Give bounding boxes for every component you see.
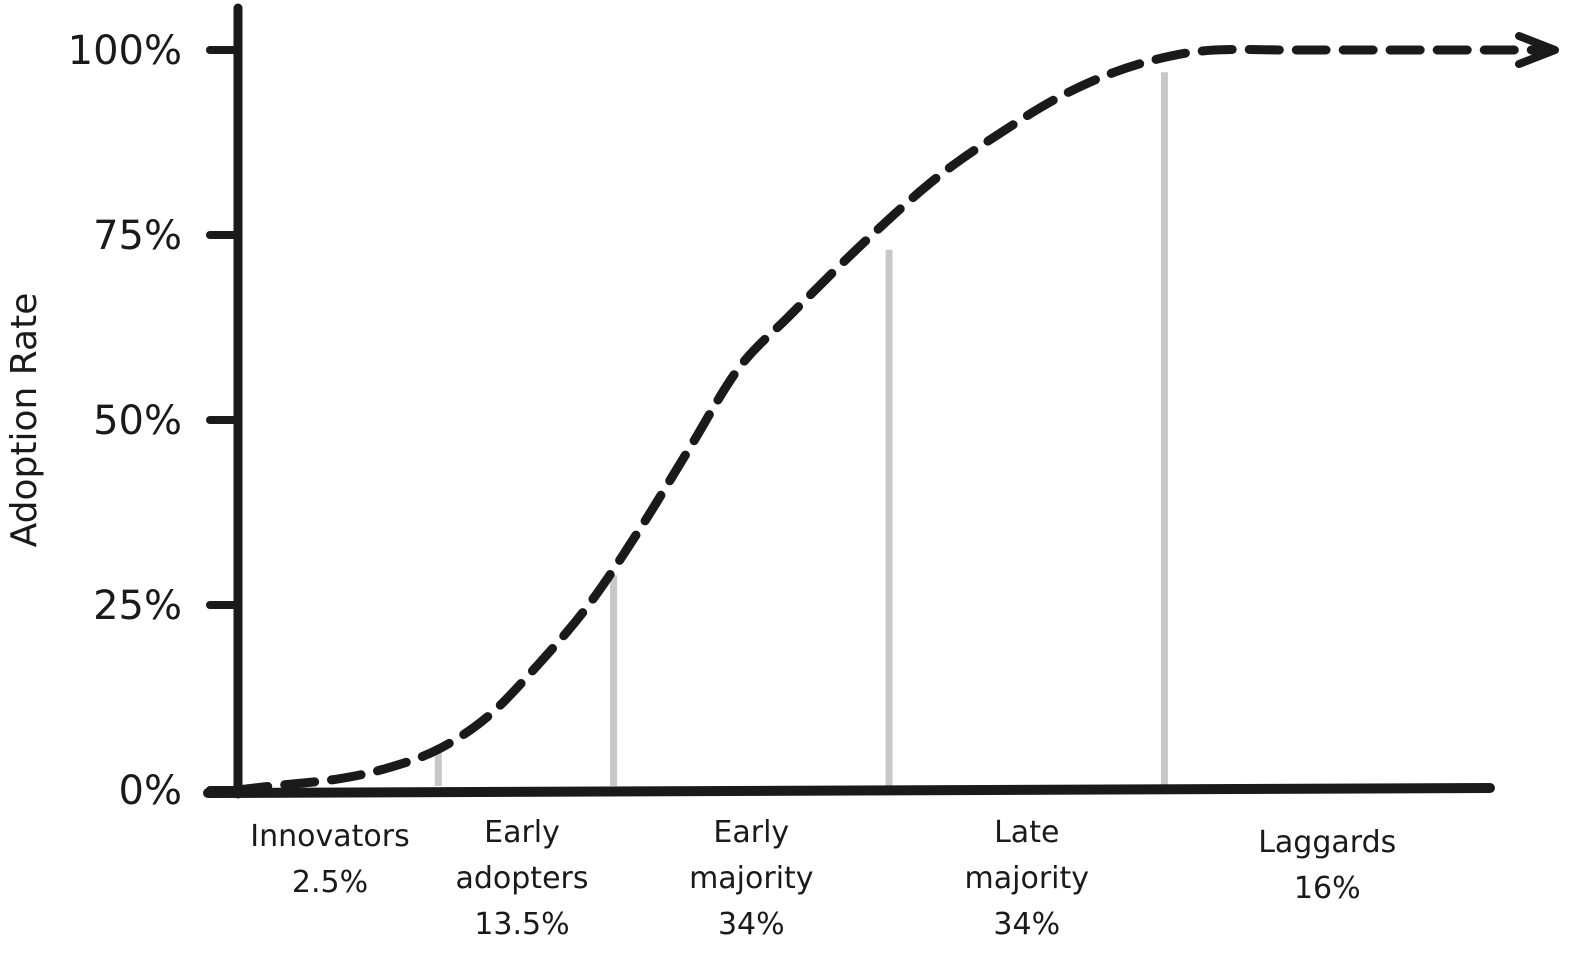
segment-name: Laggards	[1258, 825, 1396, 860]
segment-share: 2.5%	[292, 865, 368, 900]
segment-name: Late majority	[965, 815, 1089, 896]
x-axis-line	[203, 783, 1495, 798]
segment-share: 13.5%	[474, 907, 569, 942]
segment-share: 34%	[993, 907, 1060, 942]
segment-label-2: Early adopters 13.5%	[455, 815, 588, 942]
segment-name: Early adopters	[455, 815, 588, 896]
segment-name: Early majority	[689, 815, 813, 896]
y-tick-label: 100%	[68, 28, 182, 74]
segment-share: 16%	[1294, 871, 1361, 906]
curve-arrow-head	[1515, 32, 1559, 68]
segment-label-4: Late majority 34%	[965, 815, 1089, 942]
segment-label-3: Early majority 34%	[689, 815, 813, 942]
y-tick-label: 0%	[119, 768, 182, 814]
segment-share: 34%	[718, 907, 785, 942]
y-tick-label: 75%	[93, 213, 182, 259]
adoption-curve-line	[233, 44, 1552, 795]
segment-label-1: Innovators 2.5%	[250, 819, 409, 900]
y-axis-title: Adoption Rate	[4, 293, 45, 548]
segment-label-5: Laggards 16%	[1258, 825, 1396, 906]
y-tick-label: 25%	[93, 583, 182, 629]
segment-name: Innovators	[250, 819, 409, 854]
y-tick-label: 50%	[93, 398, 182, 444]
